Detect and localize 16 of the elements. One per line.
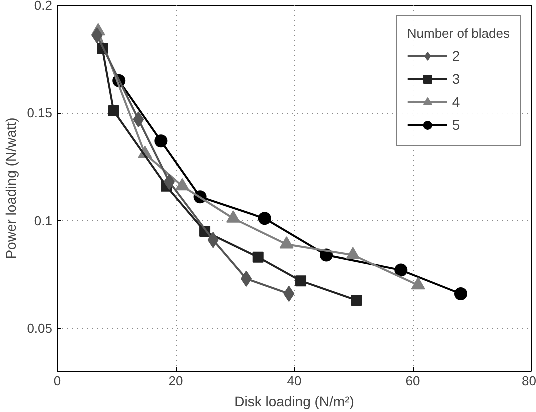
x-axis-title: Disk loading (N/m²) bbox=[234, 394, 354, 410]
y-tick-label: 0.1 bbox=[34, 213, 53, 228]
y-axis-title: Power loading (N/watt) bbox=[3, 118, 20, 260]
y-tick-label: 0.2 bbox=[34, 0, 53, 13]
x-tick-label: 20 bbox=[168, 374, 184, 388]
legend-label: 3 bbox=[452, 71, 462, 87]
legend-label: 5 bbox=[452, 117, 462, 133]
legend-label: 4 bbox=[452, 94, 462, 110]
x-tick-label: 0 bbox=[54, 374, 62, 388]
legend-label: 2 bbox=[452, 48, 462, 64]
legend-title: Number of blades bbox=[407, 26, 510, 41]
x-tick-label: 80 bbox=[522, 374, 536, 388]
x-tick-label: 40 bbox=[287, 374, 302, 388]
y-tick-label: 0.05 bbox=[27, 320, 53, 336]
x-tick-label: 60 bbox=[406, 374, 420, 388]
y-tick-label: 0.15 bbox=[27, 106, 53, 121]
